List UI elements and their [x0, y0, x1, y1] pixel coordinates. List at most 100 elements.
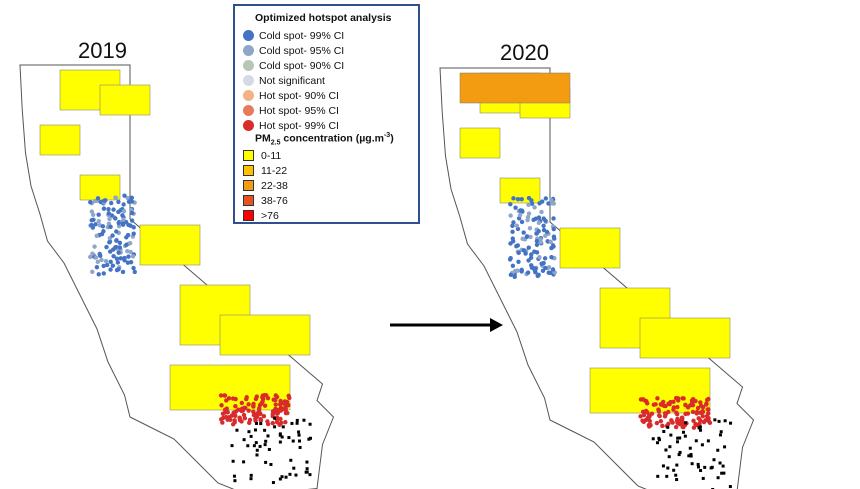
- station-marker-2020: [728, 485, 732, 489]
- station-marker-2020: [667, 455, 671, 459]
- station-marker-2019: [246, 444, 250, 448]
- cold-spot-2020: [543, 233, 548, 239]
- hot-spot-2019: [228, 417, 233, 423]
- station-marker-2019: [252, 444, 256, 448]
- hot-spot-2020: [706, 411, 711, 416]
- legend-item-pm-gt-76: >76: [243, 209, 279, 222]
- cold-spot-2020: [538, 237, 543, 242]
- hot-spot-2019: [222, 393, 227, 398]
- station-marker-2019: [305, 467, 309, 471]
- pm-region-2019-5: [169, 364, 291, 411]
- station-marker-2020: [722, 471, 726, 475]
- legend-label: 11-22: [261, 164, 288, 177]
- hot-spot-2020: [656, 407, 661, 412]
- hot-spot-2019: [273, 402, 278, 407]
- station-marker-2020: [678, 436, 682, 440]
- legend-dot-icon: [243, 30, 254, 41]
- station-marker-2019: [287, 436, 291, 440]
- cold-spot-2019: [110, 233, 115, 238]
- legend-item-cold-95: Cold spot- 95% CI: [243, 44, 344, 57]
- station-marker-2020: [706, 439, 710, 443]
- cold-spot-2020: [551, 216, 556, 221]
- station-marker-2019: [284, 475, 288, 479]
- hot-spot-2019: [261, 414, 267, 419]
- hot-spot-2020: [701, 419, 707, 425]
- hot-spot-2019: [260, 394, 265, 399]
- hot-spot-2019: [230, 396, 236, 401]
- hot-spot-2020: [663, 403, 668, 409]
- station-marker-2020: [720, 471, 724, 475]
- station-marker-2019: [263, 443, 267, 447]
- cold-spot-2019: [111, 253, 116, 259]
- cold-spot-2020: [508, 272, 514, 278]
- cold-spot-2020: [526, 245, 531, 250]
- cold-spot-2019: [126, 254, 131, 259]
- hot-spot-2019: [255, 411, 260, 416]
- cold-spot-2019: [101, 198, 107, 203]
- legend-item-hot-90: Hot spot- 90% CI: [243, 89, 339, 102]
- hot-spot-2020: [690, 402, 696, 408]
- station-marker-2020: [721, 464, 725, 468]
- cold-spot-2020: [546, 201, 551, 206]
- hot-spot-2020: [685, 405, 691, 410]
- hot-spot-2020: [698, 400, 703, 405]
- hot-spot-2019: [246, 402, 251, 407]
- legend-swatch-icon: [243, 210, 254, 221]
- station-marker-2019: [295, 421, 299, 425]
- cold-spot-2020: [526, 202, 531, 208]
- cold-spot-2020: [543, 196, 549, 201]
- cold-spot-2019: [114, 229, 119, 234]
- cold-spot-2019: [130, 254, 136, 259]
- station-marker-2019: [269, 462, 273, 466]
- legend-swatch-icon: [243, 150, 254, 161]
- hot-spot-2020: [649, 411, 655, 416]
- legend-label: 22-38: [261, 179, 288, 192]
- cold-spot-2019: [91, 217, 96, 222]
- cold-spot-2020: [541, 216, 546, 221]
- station-marker-2020: [696, 462, 700, 466]
- station-marker-2019: [308, 473, 312, 477]
- cold-spot-2019: [103, 258, 109, 264]
- legend-swatch-icon: [243, 195, 254, 206]
- cold-spot-2019: [90, 251, 95, 256]
- hot-spot-2019: [233, 404, 238, 409]
- hot-spot-2020: [680, 396, 685, 401]
- station-marker-2020: [675, 440, 679, 444]
- cold-spot-2019: [131, 231, 136, 236]
- hot-spot-2019: [278, 420, 284, 426]
- legend-pm-title: PM2.5 concentration (µg.m-3): [255, 132, 394, 147]
- cold-spot-2019: [120, 213, 125, 218]
- cold-spot-2019: [128, 259, 134, 265]
- cold-spot-2019: [90, 269, 95, 274]
- station-marker-2020: [656, 474, 660, 478]
- station-marker-2019: [254, 441, 258, 445]
- cold-spot-2019: [104, 262, 110, 268]
- legend-title: Optimized hotspot analysis: [255, 12, 392, 24]
- hot-spot-2020: [674, 411, 680, 417]
- hot-spot-2020: [670, 420, 675, 425]
- cold-spot-2020: [523, 251, 528, 256]
- hot-spot-2020: [647, 418, 652, 424]
- legend-item-not-significant: Not significant: [243, 74, 325, 87]
- cold-spot-2020: [508, 213, 513, 218]
- cold-spot-2019: [96, 212, 101, 217]
- cold-spot-2020: [521, 248, 527, 253]
- pm-region-2019-6: [99, 84, 151, 116]
- station-marker-2020: [713, 418, 717, 422]
- hot-spot-2020: [676, 398, 681, 403]
- cold-spot-2019: [97, 251, 102, 257]
- cold-spot-2020: [532, 205, 537, 210]
- station-marker-2020: [697, 426, 701, 430]
- station-marker-2019: [305, 470, 309, 474]
- cold-spot-2019: [107, 236, 113, 241]
- cold-spot-2019: [131, 265, 136, 271]
- cold-spot-2019: [117, 245, 123, 250]
- cold-spot-2019: [94, 264, 100, 270]
- hot-spot-2020: [703, 402, 709, 407]
- cold-spot-2020: [513, 205, 518, 210]
- cold-spot-2019: [89, 222, 94, 228]
- cold-spot-2019: [127, 241, 133, 246]
- hot-spot-2019: [262, 403, 268, 408]
- cold-spot-2019: [101, 271, 106, 276]
